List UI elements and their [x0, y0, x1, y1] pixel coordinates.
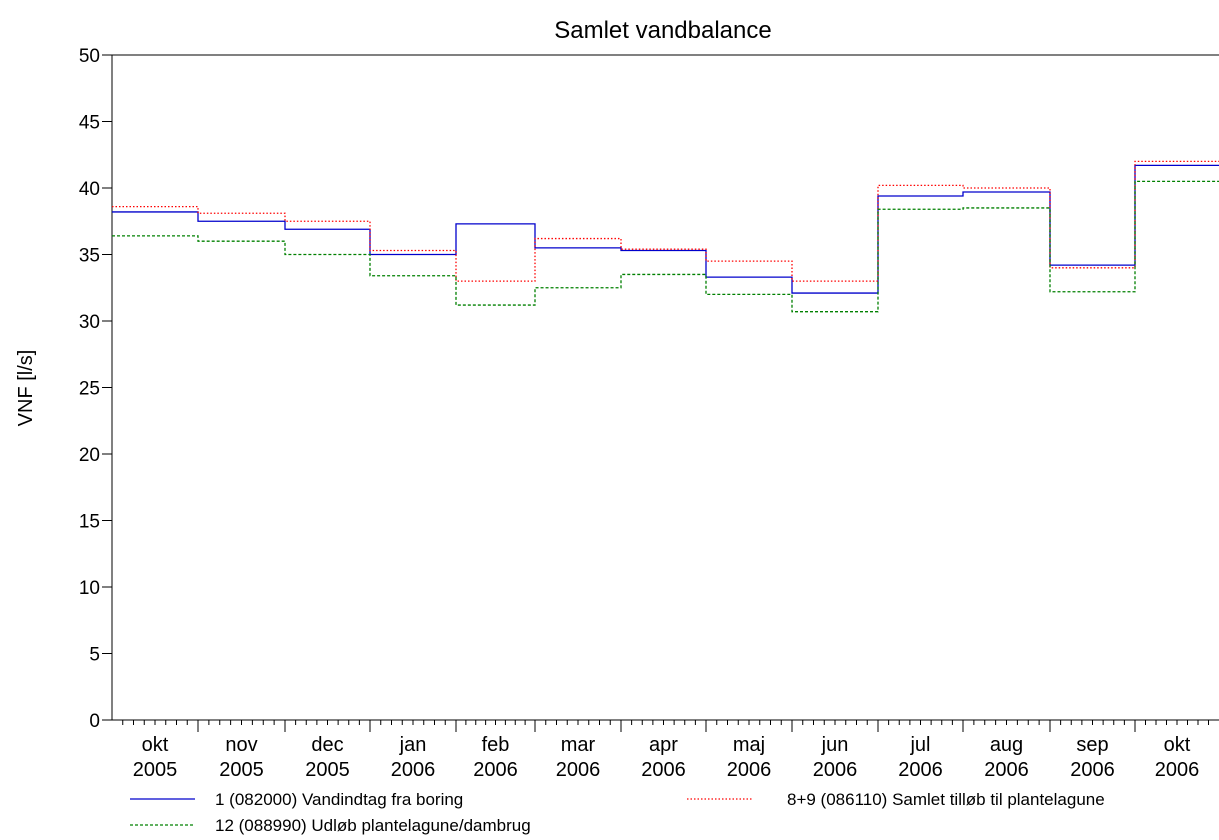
- x-tick-label-month: jan: [399, 734, 427, 756]
- x-tick-label-month: okt: [1164, 734, 1191, 756]
- legend: 1 (082000) Vandindtag fra boring 8+9 (086…: [130, 790, 1105, 835]
- x-ticks: okt 2005 nov 2005 dec 2005 jan 2006 feb 2006 mar 20…: [122, 720, 1209, 781]
- x-tick-label-year: 2006: [391, 759, 436, 781]
- y-tick-label: 35: [79, 246, 100, 267]
- x-tick-label-month: apr: [649, 734, 678, 756]
- y-tick-label: 0: [89, 711, 100, 732]
- x-tick-label-month: mar: [561, 734, 596, 756]
- y-tick-label: 30: [79, 312, 100, 333]
- x-tick-label-month: dec: [311, 734, 343, 756]
- y-tick-label: 20: [79, 445, 100, 466]
- x-tick-label-month: maj: [733, 734, 765, 756]
- x-tick-label-month: sep: [1076, 734, 1108, 756]
- x-tick-label-year: 2006: [556, 759, 601, 781]
- y-axis-label: VNF [l/s]: [15, 350, 37, 427]
- x-tick-label-month: jul: [909, 734, 930, 756]
- x-tick-label-month: feb: [482, 734, 510, 756]
- x-tick-label-month: okt: [142, 734, 169, 756]
- x-tick-label-year: 2005: [305, 759, 350, 781]
- x-tick-label-year: 2005: [133, 759, 178, 781]
- series-lines: [112, 160, 1219, 313]
- legend-label-3: 12 (088990) Udløb plantelagune/dambrug: [215, 816, 531, 835]
- y-tick-label: 40: [79, 179, 100, 200]
- chart-title: Samlet vandbalance: [554, 17, 771, 44]
- axes: [111, 54, 1219, 721]
- y-tick-label: 50: [79, 46, 100, 67]
- x-tick-label-year: 2006: [641, 759, 686, 781]
- y-tick-label: 25: [79, 379, 100, 400]
- x-tick-label-year: 2006: [1070, 759, 1115, 781]
- x-tick-label-month: aug: [990, 734, 1023, 756]
- x-tick-label-year: 2006: [727, 759, 772, 781]
- series-line-1: [112, 164, 1219, 294]
- legend-label-2: 8+9 (086110) Samlet tilløb til plantelag…: [787, 790, 1105, 809]
- x-tick-label-month: jun: [821, 734, 849, 756]
- x-tick-label-year: 2006: [898, 759, 943, 781]
- x-tick-label-year: 2005: [219, 759, 264, 781]
- y-tick-label: 5: [89, 645, 100, 666]
- y-tick-label: 15: [79, 512, 100, 533]
- series-line-3: [112, 180, 1219, 313]
- y-tick-label: 45: [79, 113, 100, 134]
- x-tick-label-year: 2006: [1155, 759, 1200, 781]
- y-tick-label: 10: [79, 578, 100, 599]
- x-tick-label-month: nov: [225, 734, 257, 756]
- x-tick-label-year: 2006: [473, 759, 518, 781]
- y-ticks: 0 5 10 15 20 25 30 35 40 45 50: [79, 46, 112, 732]
- legend-label-1: 1 (082000) Vandindtag fra boring: [215, 790, 463, 809]
- x-tick-label-year: 2006: [813, 759, 858, 781]
- x-tick-label-year: 2006: [984, 759, 1029, 781]
- series-line-2: [112, 160, 1219, 282]
